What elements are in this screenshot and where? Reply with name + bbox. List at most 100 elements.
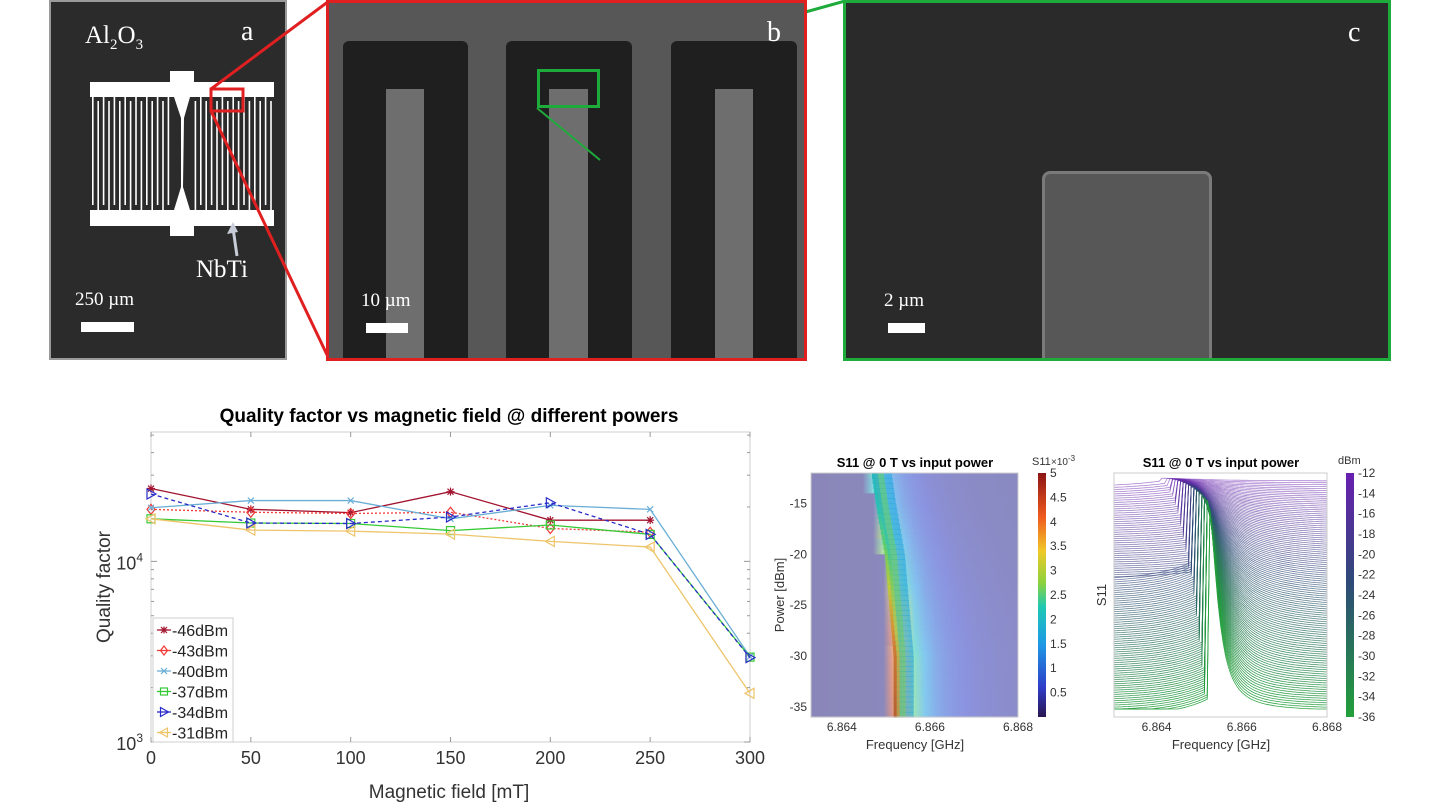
x-tick-label: 6.866 — [915, 720, 945, 734]
finger — [715, 89, 753, 358]
s11-trace — [1113, 483, 1328, 544]
series-line — [150, 518, 751, 694]
ridge-segment — [893, 656, 897, 662]
triangle-right-marker — [159, 706, 170, 718]
finger — [264, 97, 267, 205]
s11-trace — [1113, 486, 1328, 571]
plot-area — [810, 472, 1019, 718]
ridge-segment — [876, 503, 880, 510]
diamond-marker — [246, 506, 256, 519]
finger — [102, 97, 105, 205]
s11-trace — [1113, 478, 1327, 493]
ridge-segment — [873, 483, 877, 489]
ridge-segment — [878, 513, 882, 520]
triangle-right-marker — [445, 510, 457, 524]
sem-panel-a: Al2O3 a NbTi 250 µm — [49, 0, 287, 360]
ridge-segment — [885, 554, 889, 561]
heatmap-row — [811, 600, 1018, 606]
ridge-segment — [883, 544, 890, 550]
s11-trace — [1113, 484, 1328, 554]
colorbar-tick-label: 5 — [1050, 466, 1057, 480]
chart-title: S11 @ 0 T vs input power — [837, 455, 993, 470]
s11-trace — [1114, 484, 1328, 550]
triangle-left-marker — [144, 512, 156, 525]
colorbar-tick-label: 1 — [1050, 661, 1057, 675]
ridge-segment — [890, 620, 903, 627]
legend-label: -43dBm — [172, 644, 228, 661]
triangle-left-marker — [743, 687, 755, 700]
connector-line — [536, 107, 601, 161]
finger — [124, 97, 126, 205]
heatmap-row — [811, 666, 1018, 672]
ridge-segment — [890, 620, 897, 627]
heatmap-row — [811, 656, 1018, 662]
ridge-segment — [877, 508, 881, 515]
s11-trace — [1113, 488, 1328, 591]
star-marker — [346, 508, 355, 517]
s11-trace — [1113, 482, 1328, 533]
heatmap-row — [811, 681, 1018, 688]
ridge-segment — [878, 513, 891, 520]
legend: -46dBm -43dBm -40dBm -37dBm -34dBm -31dBm — [152, 617, 234, 743]
connector-line — [209, 110, 331, 360]
star-marker — [646, 516, 655, 525]
s11-trace — [1113, 486, 1328, 569]
s11-trace — [1113, 483, 1328, 539]
s11-trace — [1113, 483, 1328, 546]
s11-waterfall-chart: S11 @ 0 T vs input power Frequency [GHz]… — [1094, 455, 1376, 752]
ridge-segment — [886, 569, 890, 576]
ridge-segment — [876, 503, 889, 510]
y-tick-label: -30 — [790, 649, 808, 663]
finger — [97, 101, 99, 210]
heatmap-row — [811, 635, 1018, 642]
colorbar-tick-label: 3.5 — [1050, 539, 1067, 553]
s11-trace — [1114, 486, 1328, 575]
ridge-segment — [891, 625, 904, 632]
x-tick-label: 100 — [336, 748, 366, 768]
s11-trace — [1113, 487, 1328, 585]
s11-trace — [1113, 487, 1328, 579]
center-strip — [174, 97, 190, 210]
arrow-icon — [227, 222, 239, 257]
ridge-segment — [890, 615, 897, 622]
colorbar-tick-label: -22 — [1358, 568, 1376, 582]
heatmap-row — [811, 539, 1018, 545]
ridge-segment — [893, 701, 897, 708]
series-line — [150, 508, 651, 533]
y-tick-label: -20 — [790, 547, 808, 561]
ridge-segment — [893, 686, 897, 693]
ridge-segment — [889, 610, 902, 616]
ridge-segment — [893, 681, 897, 688]
capacitor-device-image — [90, 71, 274, 236]
plot-area — [150, 431, 751, 743]
chart-title: S11 @ 0 T vs input power — [1143, 455, 1299, 470]
colorbar-tick-label: -34 — [1358, 690, 1376, 704]
s11-trace — [1113, 478, 1327, 490]
colorbar-tick-label: -12 — [1358, 466, 1376, 480]
x-marker — [160, 667, 168, 675]
scale-bar — [81, 322, 134, 332]
heatmap-row — [811, 488, 1018, 494]
ridge-segment — [888, 589, 901, 596]
ridge-segment — [893, 666, 897, 672]
heatmap-row — [811, 686, 1018, 693]
ridge-segment — [880, 528, 884, 535]
ridge-segment — [884, 549, 888, 555]
finger — [135, 97, 137, 205]
heatmap-ridge — [872, 473, 914, 718]
heatmap-row — [811, 615, 1018, 622]
triangle-right-marker — [745, 651, 757, 664]
finger — [156, 97, 159, 205]
heatmap-row — [811, 478, 1018, 484]
s11-trace — [1113, 480, 1328, 512]
legend-label: -31dBm — [172, 726, 228, 743]
s11-trace — [1113, 478, 1327, 488]
ridge-segment — [872, 473, 885, 479]
s11-trace — [1114, 509, 1327, 710]
star-marker — [246, 505, 255, 514]
x-marker — [646, 505, 654, 513]
ridge-segment — [889, 610, 893, 616]
finger — [254, 97, 256, 205]
finger — [200, 97, 202, 205]
s11-trace — [1113, 480, 1327, 516]
